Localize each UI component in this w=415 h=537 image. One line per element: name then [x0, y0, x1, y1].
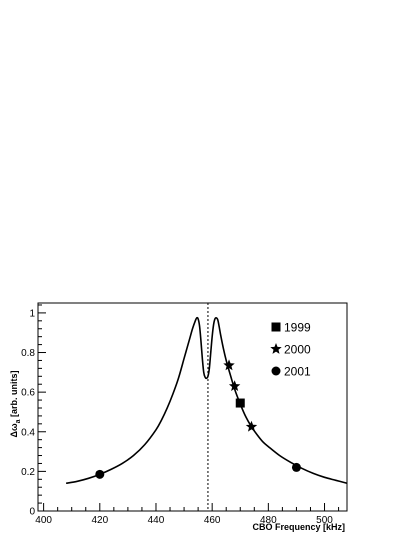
y-axis-title-subscript: a: [15, 419, 22, 423]
legend: 1999 2000 2001: [270, 321, 311, 379]
y-tick-label: 1: [29, 308, 35, 319]
data-markers: [95, 359, 301, 479]
x-tick-label: 500: [316, 515, 333, 526]
data-point-2001: [95, 469, 105, 479]
data-point-2000: [223, 359, 235, 371]
data-point-2000: [245, 420, 258, 432]
y-axis-title: Δωa [arb. units]: [9, 371, 22, 438]
y-tick-label: 0.8: [21, 348, 35, 359]
x-tick-label: 480: [260, 515, 277, 526]
y-tick-label: 0.4: [21, 427, 35, 438]
x-tick-label: 400: [35, 515, 52, 526]
data-point-2000: [228, 380, 241, 392]
legend-marker-2001: [271, 366, 281, 376]
legend-marker-1999: [271, 322, 281, 332]
y-tick-label: 0: [29, 507, 35, 518]
legend-marker-2000: [270, 343, 282, 354]
legend-label-2001: 2001: [284, 365, 311, 379]
y-axis-title-symbol: Δω: [9, 423, 19, 437]
y-axis-title-units: [arb. units]: [9, 371, 19, 420]
response-curve: [65, 316, 348, 485]
data-point-2001: [291, 462, 301, 472]
x-tick-label: 420: [91, 515, 108, 526]
x-tick-label: 460: [204, 515, 221, 526]
legend-label-1999: 1999: [284, 321, 311, 335]
x-axis-title: CBO Frequency [kHz]: [252, 522, 345, 532]
y-tick-label: 0.2: [21, 467, 35, 478]
plot-frame: [37, 302, 348, 512]
y-tick-label: 0.6: [21, 388, 35, 399]
axes: 400 420 440 460 480 500 0 0.2 0.4 0.6 0.8 1: [21, 304, 340, 526]
x-tick-label: 440: [148, 515, 165, 526]
legend-label-2000: 2000: [284, 343, 311, 357]
data-point-1999: [235, 398, 245, 408]
